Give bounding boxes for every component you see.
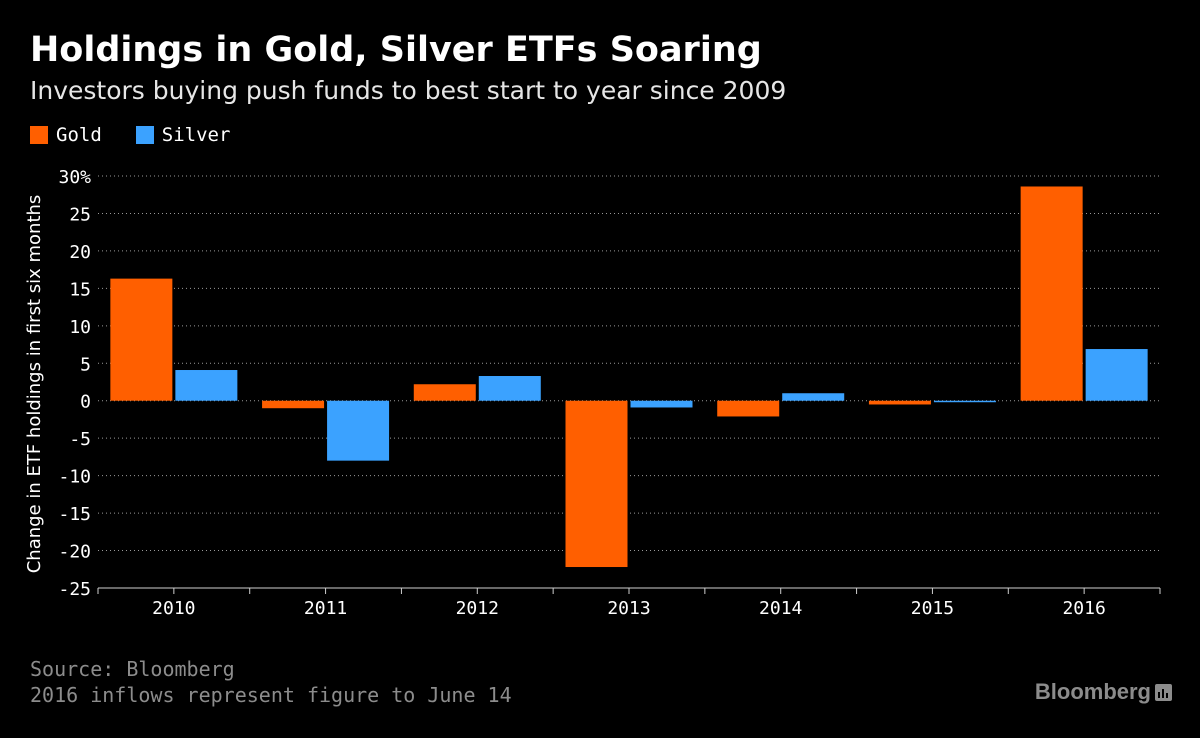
bar-silver-2011 — [327, 400, 390, 461]
y-tick-label: 5 — [80, 354, 91, 375]
legend-item-silver: Silver — [135, 124, 231, 146]
y-axis-title: Change in ETF holdings in first six mont… — [24, 195, 45, 574]
y-tick-label: 0 — [80, 392, 91, 413]
y-tick-label: 20 — [69, 242, 91, 263]
y-tick-label: 10 — [69, 317, 91, 338]
legend-label-silver: Silver — [161, 124, 231, 146]
bar-gold-2014 — [717, 400, 780, 417]
x-tick-label: 2013 — [607, 598, 650, 619]
bloomberg-logo: Bloomberg — [1035, 679, 1172, 705]
y-tick-label: 25 — [69, 204, 91, 225]
x-tick-label: 2010 — [152, 598, 195, 619]
bar-silver-2015 — [933, 400, 996, 403]
legend-label-gold: Gold — [56, 124, 102, 146]
x-tick-label: 2011 — [304, 598, 347, 619]
source-note: Source: Bloomberg — [30, 657, 235, 681]
y-tick-label: -10 — [58, 467, 91, 488]
y-tick-label: -20 — [58, 542, 91, 563]
bar-silver-2012 — [478, 376, 541, 401]
bar-gold-2011 — [262, 400, 325, 409]
bar-silver-2013 — [630, 400, 693, 408]
y-tick-label: -25 — [58, 579, 91, 600]
brand-name: Bloomberg — [1034, 679, 1151, 704]
bar-silver-2016 — [1085, 349, 1148, 401]
x-tick-label: 2012 — [456, 598, 499, 619]
y-tick-label: 15 — [69, 279, 91, 300]
bar-chart-icon — [1155, 683, 1172, 701]
y-tick-label: 30% — [58, 167, 91, 188]
y-tick-label: -5 — [69, 429, 91, 450]
legend-item-gold: Gold — [30, 124, 102, 146]
x-tick-label: 2016 — [1062, 598, 1105, 619]
chart-subtitle: Investors buying push funds to best star… — [30, 76, 787, 105]
footer: Source: Bloomberg 2016 inflows represent… — [30, 656, 512, 708]
bar-gold-2013 — [565, 400, 628, 568]
chart-title: Holdings in Gold, Silver ETFs Soaring — [30, 30, 762, 70]
bar-silver-2010 — [175, 370, 238, 401]
bar-gold-2015 — [868, 400, 931, 405]
x-tick-label: 2014 — [759, 598, 802, 619]
x-tick-label: 2015 — [911, 598, 954, 619]
bar-silver-2014 — [782, 393, 845, 401]
bar-gold-2010 — [110, 278, 173, 401]
y-tick-label: -15 — [58, 504, 91, 525]
legend: Gold Silver — [30, 124, 264, 146]
footnote: 2016 inflows represent figure to June 14 — [30, 683, 512, 707]
bar-gold-2012 — [413, 384, 476, 401]
bar-gold-2016 — [1020, 186, 1083, 401]
legend-swatch-gold — [30, 126, 48, 144]
legend-swatch-silver — [135, 126, 154, 144]
